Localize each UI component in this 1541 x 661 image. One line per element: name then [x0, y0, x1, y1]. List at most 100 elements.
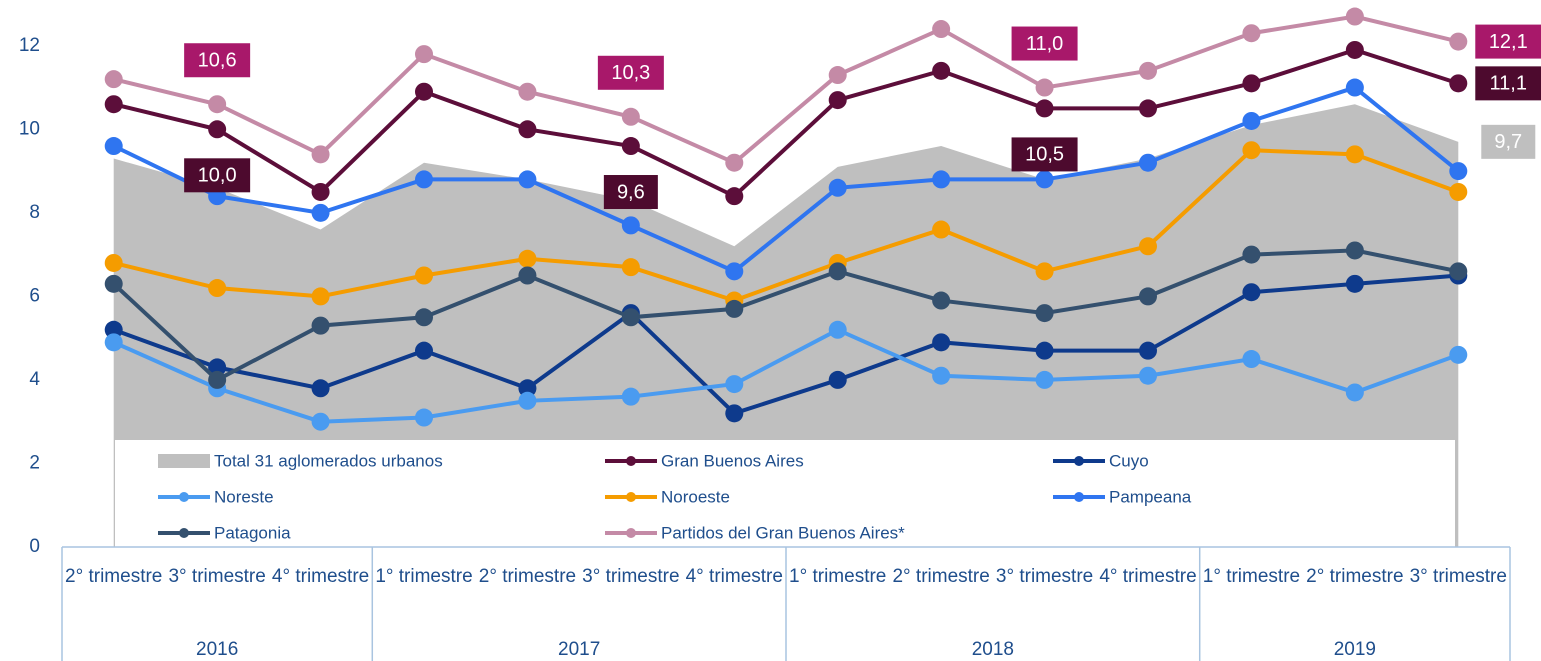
y-tick-label: 2	[29, 452, 40, 473]
line	[113, 148, 1459, 303]
marker	[311, 287, 330, 306]
x-tick-label: 1° trimestre	[375, 566, 473, 587]
marker	[725, 404, 744, 423]
marker	[1139, 153, 1157, 172]
marker	[621, 107, 640, 126]
marker	[311, 379, 330, 398]
marker	[932, 220, 951, 239]
marker	[1035, 304, 1054, 323]
marker	[518, 266, 537, 285]
legend-label: Partidos del Gran Buenos Aires*	[661, 523, 905, 542]
value-label-box	[1481, 124, 1536, 159]
marker	[1035, 341, 1054, 360]
marker	[518, 379, 537, 398]
marker	[1242, 141, 1261, 160]
marker	[104, 137, 123, 156]
marker	[104, 333, 123, 352]
y-tick-label: 6	[29, 285, 40, 306]
marker	[1449, 162, 1468, 181]
legend-label: Total 31 aglomerados urbanos	[214, 451, 443, 470]
legend-label: Pampeana	[1109, 487, 1192, 506]
marker	[311, 316, 330, 335]
marker	[311, 145, 330, 164]
marker	[828, 262, 847, 281]
marker	[932, 170, 951, 189]
marker	[1345, 40, 1364, 59]
marker	[208, 95, 227, 114]
marker	[828, 370, 847, 389]
year-label: 2017	[558, 639, 600, 660]
marker	[725, 299, 744, 318]
marker	[1242, 283, 1261, 302]
marker	[828, 320, 847, 339]
marker	[1139, 61, 1157, 80]
value-label: 11,0	[1026, 33, 1063, 55]
marker	[725, 153, 744, 172]
x-tick-label: 1° trimestre	[789, 566, 887, 587]
marker	[725, 262, 744, 281]
marker	[932, 291, 951, 310]
marker	[1345, 145, 1364, 164]
marker	[104, 253, 123, 272]
year-label: 2016	[196, 639, 238, 660]
marker	[104, 95, 123, 114]
marker	[311, 182, 330, 201]
x-tick-label: 4° trimestre	[1099, 566, 1197, 587]
marker	[828, 66, 847, 85]
legend-swatch	[179, 528, 189, 538]
marker	[621, 387, 640, 406]
y-tick-label: 4	[29, 369, 40, 390]
line	[113, 47, 1459, 199]
marker	[1139, 341, 1157, 360]
marker	[1345, 274, 1364, 293]
marker	[1035, 170, 1054, 189]
marker	[104, 274, 123, 293]
value-label-box	[184, 158, 251, 193]
legend-swatch	[1074, 492, 1084, 502]
marker	[1139, 366, 1157, 385]
marker	[1345, 383, 1364, 402]
value-label-box	[597, 55, 664, 90]
marker	[415, 170, 433, 189]
marker	[1139, 99, 1157, 118]
marker	[415, 82, 433, 101]
legend-swatch	[179, 492, 189, 502]
legend-swatch	[158, 454, 210, 468]
marker	[1242, 245, 1261, 264]
marker	[932, 366, 951, 385]
value-label-box	[1011, 137, 1078, 172]
x-tick-label: 2° trimestre	[478, 566, 577, 587]
legend-swatch	[626, 492, 636, 502]
value-label-box	[184, 43, 251, 78]
value-label-box	[1475, 66, 1541, 101]
value-label: 10,5	[1025, 144, 1064, 166]
marker	[828, 178, 847, 197]
y-tick-label: 8	[29, 202, 40, 223]
marker	[932, 61, 951, 80]
marker	[1035, 370, 1054, 389]
marker	[621, 258, 640, 277]
legend-swatch	[626, 528, 636, 538]
marker	[518, 120, 537, 139]
marker	[1449, 74, 1468, 93]
marker	[311, 412, 330, 431]
marker	[1449, 32, 1468, 51]
marker	[1035, 99, 1054, 118]
legend-label: Noreste	[214, 487, 274, 506]
marker	[518, 170, 537, 189]
marker	[518, 82, 537, 101]
value-label: 11,1	[1490, 73, 1527, 95]
legend-label: Cuyo	[1109, 451, 1149, 470]
marker	[621, 216, 640, 235]
y-tick-label: 10	[19, 118, 40, 139]
line	[112, 248, 1459, 383]
x-tick-label: 3° trimestre	[582, 566, 680, 587]
marker	[208, 358, 227, 377]
value-label-box	[1011, 26, 1078, 61]
marker	[725, 375, 744, 394]
marker	[415, 45, 433, 64]
marker	[415, 308, 433, 327]
marker	[1345, 241, 1364, 260]
